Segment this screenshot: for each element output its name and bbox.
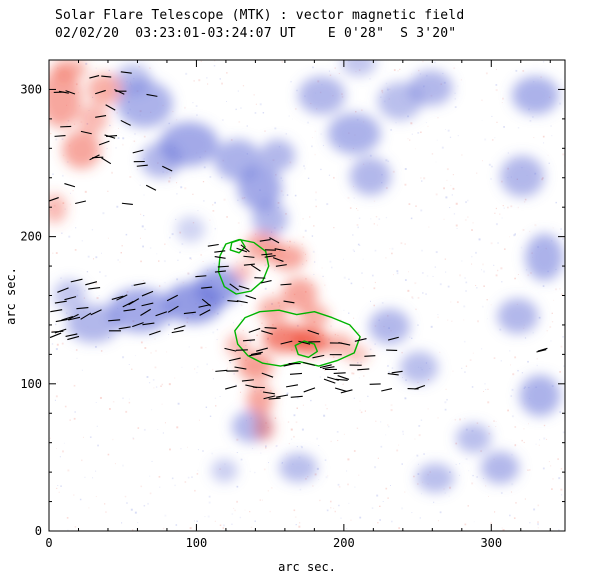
chart-title: Solar Flare Telescope (MTK) : vector mag… bbox=[55, 8, 465, 23]
y-axis-label: arc sec. bbox=[4, 267, 18, 325]
x-tick-label: 300 bbox=[480, 536, 502, 550]
chart-subtitle: 02/02/20 03:23:01-03:24:07 UT E 0'28" S … bbox=[55, 26, 457, 41]
x-tick-label: 0 bbox=[45, 536, 52, 550]
y-tick-label: 100 bbox=[20, 377, 42, 391]
y-tick-label: 200 bbox=[20, 230, 42, 244]
y-tick-label: 0 bbox=[35, 524, 42, 538]
axes-layer: 0 100 200 300 0 100 200 300 bbox=[20, 59, 566, 550]
x-tick-label: 200 bbox=[333, 536, 355, 550]
vector-layer bbox=[49, 71, 548, 400]
y-tick-label: 300 bbox=[20, 82, 42, 96]
x-axis-label: arc sec. bbox=[278, 560, 336, 574]
x-tick-label: 100 bbox=[186, 536, 208, 550]
blob-layer bbox=[49, 60, 564, 493]
